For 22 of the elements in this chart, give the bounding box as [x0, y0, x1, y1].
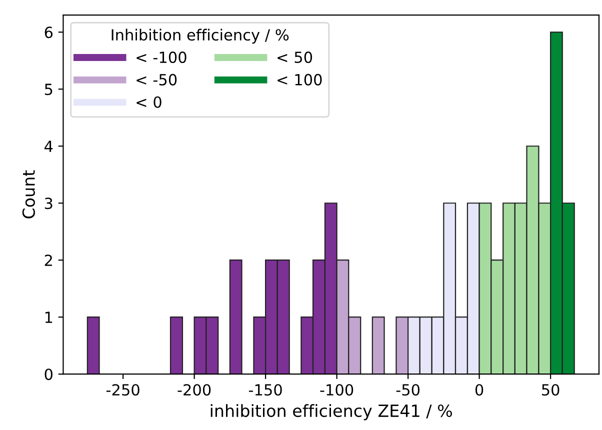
y-tick-label: 4	[44, 140, 53, 152]
x-tick-label: -150	[248, 384, 282, 396]
x-tick-label: -200	[178, 384, 211, 396]
x-tick-label: 0	[475, 384, 484, 396]
x-axis-title: inhibition efficiency ZE41 / %	[210, 404, 452, 420]
x-tick-label: -100	[320, 384, 354, 396]
legend-title: Inhibition efficiency / %	[112, 28, 289, 44]
y-tick-label: 2	[44, 254, 52, 266]
x-tick-label: -50	[396, 384, 420, 396]
legend-label: < 100	[278, 74, 322, 86]
legend-label: < 0	[136, 96, 162, 108]
y-tick-label: 5	[44, 84, 52, 96]
y-tick-label: 3	[44, 198, 52, 210]
y-tick-label: 0	[44, 368, 52, 380]
legend-label: < 50	[278, 51, 312, 64]
x-tick-label: -250	[106, 384, 140, 396]
legend-label: < -50	[136, 74, 177, 86]
y-tick-label: 1	[45, 312, 52, 323]
legend-label: < -100	[136, 51, 186, 64]
x-tick-label: 50	[542, 384, 560, 396]
y-axis-title: Count	[22, 170, 35, 218]
y-tick-label: 6	[44, 26, 53, 38]
